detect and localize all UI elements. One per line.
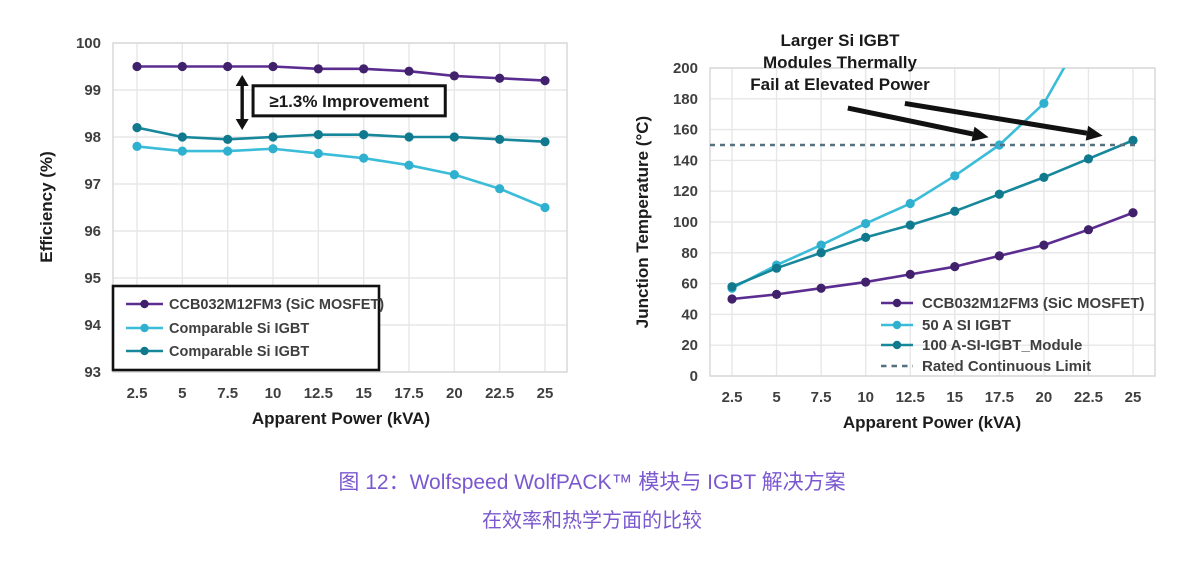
y-axis-title: Junction Temperature (°C) bbox=[633, 116, 652, 328]
svg-text:20: 20 bbox=[1036, 389, 1053, 406]
svg-text:93: 93 bbox=[84, 364, 101, 381]
legend-item: Comparable Si IGBT bbox=[126, 321, 309, 337]
svg-text:20: 20 bbox=[446, 385, 463, 402]
svg-text:≥1.3% Improvement: ≥1.3% Improvement bbox=[269, 92, 429, 111]
legend-item: Rated Continuous Limit bbox=[881, 358, 1091, 375]
charts-row: 93 94 95 96 97 98 99 100 2.5 5 7.5 10 12.5 15 17.5 20 22… bbox=[0, 0, 1184, 448]
svg-text:25: 25 bbox=[1125, 389, 1142, 406]
svg-text:17.5: 17.5 bbox=[985, 389, 1014, 406]
x-tick-labels: 2.5 5 7.5 10 12.5 15 17.5 20 22.5 25 bbox=[127, 385, 554, 402]
svg-text:60: 60 bbox=[681, 276, 698, 293]
annotation: Larger Si IGBT Modules Thermally Fail at E… bbox=[750, 31, 1103, 142]
annotation: ≥1.3% Improvement bbox=[235, 74, 447, 130]
series-0 bbox=[727, 208, 1138, 304]
svg-text:94: 94 bbox=[84, 317, 101, 334]
legend: CCB032M12FM3 (SiC MOSFET) Comparable Si I… bbox=[111, 284, 384, 372]
series-1 bbox=[132, 141, 550, 213]
svg-text:5: 5 bbox=[178, 385, 186, 402]
svg-text:7.5: 7.5 bbox=[217, 385, 238, 402]
legend-item: 50 A SI IGBT bbox=[881, 317, 1011, 334]
svg-text:CCB032M12FM3 (SiC MOSFET): CCB032M12FM3 (SiC MOSFET) bbox=[922, 295, 1145, 312]
svg-text:0: 0 bbox=[690, 368, 698, 385]
gridlines bbox=[710, 67, 1155, 377]
svg-text:12.5: 12.5 bbox=[304, 385, 333, 402]
caption-line-2: 在效率和热学方面的比较 bbox=[482, 510, 702, 532]
caption-line-1: 图 12：Wolfspeed WolfPACK™ 模块与 IGBT 解决方案 bbox=[338, 471, 846, 494]
svg-text:10: 10 bbox=[857, 389, 874, 406]
svg-text:2.5: 2.5 bbox=[127, 385, 148, 402]
svg-text:80: 80 bbox=[681, 245, 698, 262]
svg-text:CCB032M12FM3 (SiC MOSFET): CCB032M12FM3 (SiC MOSFET) bbox=[169, 297, 384, 313]
improvement-callout-box bbox=[251, 84, 447, 118]
series-0 bbox=[132, 61, 550, 86]
svg-text:Comparable Si IGBT: Comparable Si IGBT bbox=[169, 344, 309, 360]
x-axis-title: Apparent Power (kVA) bbox=[252, 409, 430, 428]
temperature-chart-svg: 0 20 40 60 80 100 120 140 160 180 200 2.5 5 7.5 10 12.5… bbox=[633, 31, 1156, 432]
svg-text:17.5: 17.5 bbox=[394, 385, 423, 402]
y-axis-title: Efficiency (%) bbox=[37, 151, 56, 262]
svg-text:25: 25 bbox=[537, 385, 554, 402]
svg-text:22.5: 22.5 bbox=[1074, 389, 1103, 406]
svg-text:Rated Continuous Limit: Rated Continuous Limit bbox=[922, 358, 1091, 375]
svg-text:96: 96 bbox=[84, 223, 101, 240]
figure-caption: 图 12：Wolfspeed WolfPACK™ 模块与 IGBT 解决方案 在… bbox=[0, 464, 1184, 540]
svg-text:20: 20 bbox=[681, 337, 698, 354]
efficiency-chart-panel: 93 94 95 96 97 98 99 100 2.5 5 7.5 10 12.5 15 17.5 20 22… bbox=[0, 0, 592, 448]
svg-text:95: 95 bbox=[84, 270, 101, 287]
svg-text:10: 10 bbox=[265, 385, 282, 402]
svg-text:100: 100 bbox=[673, 214, 698, 231]
y-tick-labels: 93 94 95 96 97 98 99 100 bbox=[76, 35, 102, 381]
svg-text:Fail at Elevated Power: Fail at Elevated Power bbox=[750, 75, 930, 94]
temperature-chart-panel: 0 20 40 60 80 100 120 140 160 180 200 2.5 5 7.5 10 12.5… bbox=[592, 0, 1184, 448]
svg-text:180: 180 bbox=[673, 91, 698, 108]
svg-text:15: 15 bbox=[946, 389, 963, 406]
svg-text:Larger Si IGBT: Larger Si IGBT bbox=[780, 31, 900, 50]
svg-text:97: 97 bbox=[84, 176, 101, 193]
svg-text:40: 40 bbox=[681, 306, 698, 323]
series-2 bbox=[132, 123, 550, 147]
svg-text:200: 200 bbox=[673, 60, 698, 77]
plot-border bbox=[112, 42, 568, 373]
x-axis-title: Apparent Power (kVA) bbox=[843, 413, 1021, 432]
svg-text:140: 140 bbox=[673, 152, 698, 169]
svg-text:12.5: 12.5 bbox=[896, 389, 925, 406]
plot-border bbox=[709, 67, 1156, 377]
svg-text:160: 160 bbox=[673, 122, 698, 139]
svg-text:50 A SI IGBT: 50 A SI IGBT bbox=[922, 317, 1011, 334]
svg-text:15: 15 bbox=[355, 385, 372, 402]
svg-text:120: 120 bbox=[673, 183, 698, 200]
legend: CCB032M12FM3 (SiC MOSFET) 50 A SI IGBT 100… bbox=[881, 295, 1145, 375]
x-tick-labels: 2.5 5 7.5 10 12.5 15 17.5 20 22.5 25 bbox=[722, 389, 1142, 406]
svg-text:100 A-SI-IGBT_Module: 100 A-SI-IGBT_Module bbox=[922, 337, 1082, 354]
legend-item: CCB032M12FM3 (SiC MOSFET) bbox=[126, 297, 384, 313]
svg-text:22.5: 22.5 bbox=[485, 385, 514, 402]
legend-item: 100 A-SI-IGBT_Module bbox=[881, 337, 1082, 354]
legend-item: CCB032M12FM3 (SiC MOSFET) bbox=[881, 295, 1145, 312]
svg-text:7.5: 7.5 bbox=[811, 389, 832, 406]
svg-text:5: 5 bbox=[772, 389, 780, 406]
svg-text:2.5: 2.5 bbox=[722, 389, 743, 406]
svg-text:Modules Thermally: Modules Thermally bbox=[763, 53, 918, 72]
svg-text:99: 99 bbox=[84, 82, 101, 99]
legend-item: Comparable Si IGBT bbox=[126, 344, 309, 360]
svg-text:Comparable Si IGBT: Comparable Si IGBT bbox=[169, 321, 309, 337]
y-tick-labels: 0 20 40 60 80 100 120 140 160 180 200 bbox=[673, 60, 698, 385]
efficiency-chart-svg: 93 94 95 96 97 98 99 100 2.5 5 7.5 10 12.5 15 17.5 20 22… bbox=[37, 35, 568, 428]
svg-text:98: 98 bbox=[84, 129, 101, 146]
svg-text:100: 100 bbox=[76, 35, 101, 52]
series-2 bbox=[727, 135, 1138, 292]
